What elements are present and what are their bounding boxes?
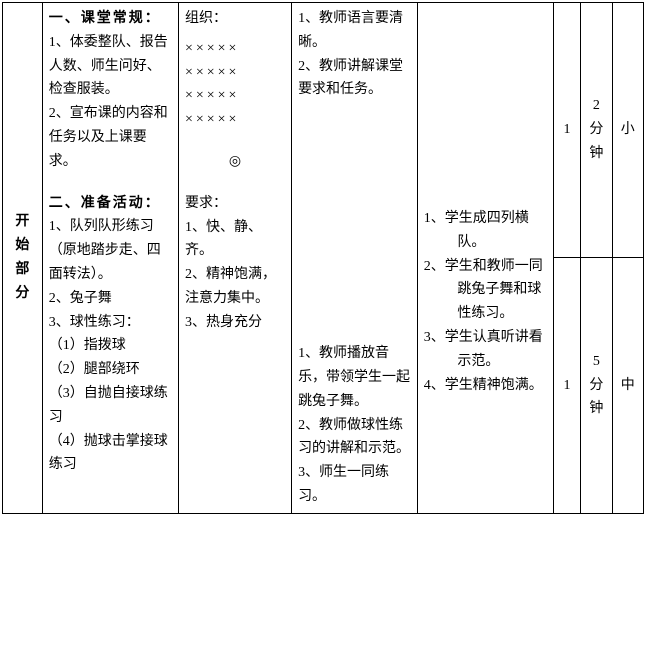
content4-item4: 4、学生精神饱满。 [424, 374, 547, 398]
time-value-2: 5分钟 [589, 354, 603, 417]
content2-heading2: 要求： [185, 192, 285, 216]
formation-row2: ××××× [185, 61, 285, 85]
num-cell-1: 1 [553, 3, 580, 258]
content1-item2-3-1: （1）指拨球 [49, 334, 172, 358]
content1-heading2: 二、准备活动： [49, 192, 172, 216]
time-cell-1: 2分钟 [581, 3, 612, 258]
content2-heading1: 组织： [185, 7, 285, 31]
content2-cell: 组织： ××××× ××××× ××××× ××××× ◎ 要求： 1、快、静、… [178, 3, 291, 514]
lesson-plan-table: 开始部分 一、课堂常规： 1、体委整队、报告人数、师生问好、检查服装。 2、宣布… [2, 2, 644, 514]
content3-cell: 1、教师语言要清晰。 2、教师讲解课堂要求和任务。 1、教师播放音乐，带领学生一… [292, 3, 418, 514]
content1-item1-2: 2、宣布课的内容和任务以及上课要求。 [49, 102, 172, 173]
intensity-value-2: 中 [621, 378, 635, 393]
content1-cell: 一、课堂常规： 1、体委整队、报告人数、师生问好、检查服装。 2、宣布课的内容和… [42, 3, 178, 514]
num-value-2: 1 [564, 378, 571, 393]
content1-heading1: 一、课堂常规： [49, 7, 172, 31]
content3-g2-item3: 3、师生一同练习。 [298, 461, 411, 509]
content2-item2: 2、精神饱满，注意力集中。 [185, 263, 285, 311]
teacher-symbol: ◎ [185, 150, 285, 174]
content1-item2-1: 1、队列队形练习（原地踏步走、四面转法）。 [49, 215, 172, 286]
content3-g2-item2: 2、教师做球性练习的讲解和示范。 [298, 414, 411, 462]
num-cell-2: 1 [553, 258, 580, 513]
content1-item2-3-4: （4）抛球击掌接球练习 [49, 430, 172, 478]
content4-item2: 2、学生和教师一同跳兔子舞和球性练习。 [424, 255, 547, 326]
num-value-1: 1 [564, 122, 571, 137]
formation-row1: ××××× [185, 37, 285, 61]
intensity-cell-2: 中 [612, 258, 643, 513]
content1-item2-2: 2、兔子舞 [49, 287, 172, 311]
content4-item1: 1、学生成四列横队。 [424, 207, 547, 255]
content3-g1-item2: 2、教师讲解课堂要求和任务。 [298, 55, 411, 103]
formation-row3: ××××× [185, 84, 285, 108]
content1-item2-3-3: （3）自抛自接球练习 [49, 382, 172, 430]
content4-item3: 3、学生认真听讲看示范。 [424, 326, 547, 374]
content3-g1-item1: 1、教师语言要清晰。 [298, 7, 411, 55]
formation-row4: ××××× [185, 108, 285, 132]
time-cell-2: 5分钟 [581, 258, 612, 513]
content4-cell: 1、学生成四列横队。 2、学生和教师一同跳兔子舞和球性练习。 3、学生认真听讲看… [417, 3, 553, 514]
intensity-value-1: 小 [621, 122, 635, 137]
intensity-cell-1: 小 [612, 3, 643, 258]
section-label: 开始部分 [15, 214, 29, 300]
section-cell: 开始部分 [3, 3, 43, 514]
content2-item3: 3、热身充分 [185, 311, 285, 335]
content2-item1: 1、快、静、齐。 [185, 216, 285, 264]
content1-item2-3-2: （2）腿部绕环 [49, 358, 172, 382]
content3-g2-item1: 1、教师播放音乐，带领学生一起跳兔子舞。 [298, 342, 411, 413]
content1-item1-1: 1、体委整队、报告人数、师生问好、检查服装。 [49, 31, 172, 102]
content1-item2-3: 3、球性练习： [49, 311, 172, 335]
time-value-1: 2分钟 [589, 98, 603, 161]
